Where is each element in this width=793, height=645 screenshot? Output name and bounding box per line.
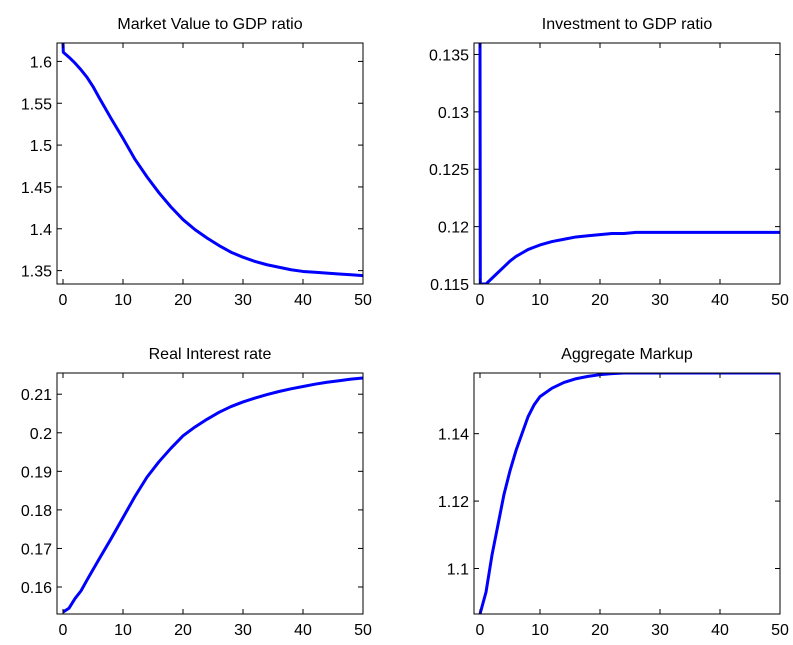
aggregate-markup-y-tick-label: 1.14 <box>438 427 469 444</box>
aggregate-markup-y-tick-label: 1.12 <box>438 494 469 511</box>
investment-gdp-series-line <box>478 43 780 284</box>
real-interest-rate-x-tick-label: 0 <box>59 622 68 639</box>
market-value-gdp-y-tick-label: 1.45 <box>21 180 52 197</box>
market-value-gdp-x-tick-label: 0 <box>59 292 68 309</box>
investment-gdp-title: Investment to GDP ratio <box>542 16 713 33</box>
investment-gdp-x-tick-label: 20 <box>591 292 609 309</box>
market-value-gdp-x-tick-label: 20 <box>174 292 192 309</box>
real-interest-rate-y-tick-label: 0.19 <box>21 464 52 481</box>
market-value-gdp-x-tick-label: 30 <box>234 292 252 309</box>
real-interest-rate-x-tick-label: 30 <box>234 622 252 639</box>
real-interest-rate-x-tick-label: 20 <box>174 622 192 639</box>
chart-panel-real-interest-rate: Real Interest rate 0 10 20 30 40 50 0.16 0.17 0.1… <box>21 346 372 639</box>
aggregate-markup-series-line <box>478 373 780 614</box>
investment-gdp-x-tick-label: 40 <box>711 292 729 309</box>
aggregate-markup-x-tick-label: 20 <box>591 622 609 639</box>
aggregate-markup-title: Aggregate Markup <box>561 346 693 363</box>
aggregate-markup-axes-frame <box>473 372 781 615</box>
real-interest-rate-x-tick-label: 50 <box>354 622 372 639</box>
real-interest-rate-x-tick-label: 40 <box>294 622 312 639</box>
market-value-gdp-title: Market Value to GDP ratio <box>117 16 302 33</box>
real-interest-rate-title: Real Interest rate <box>149 346 272 363</box>
real-interest-rate-y-tick-label: 0.16 <box>21 580 52 597</box>
real-interest-rate-axes-frame <box>56 372 364 615</box>
investment-gdp-y-tick-label: 0.115 <box>430 277 469 294</box>
investment-gdp-y-tick-label: 0.135 <box>429 47 469 64</box>
market-value-gdp-y-tick-label: 1.6 <box>30 54 52 71</box>
aggregate-markup-x-tick-label: 10 <box>531 622 549 639</box>
aggregate-markup-x-tick-label: 50 <box>771 622 789 639</box>
real-interest-rate-x-tick-label: 10 <box>114 622 132 639</box>
investment-gdp-y-tick-label: 0.12 <box>438 220 469 237</box>
aggregate-markup-x-tick-label: 40 <box>711 622 729 639</box>
investment-gdp-y-tick-label: 0.13 <box>438 105 469 122</box>
aggregate-markup-x-tick-label: 30 <box>651 622 669 639</box>
chart-panel-market-value-gdp: Market Value to GDP ratio 0 10 20 30 40 50 1.35… <box>21 16 372 309</box>
aggregate-markup-y-tick-label: 1.1 <box>447 561 469 578</box>
investment-gdp-y-tick-label: 0.125 <box>429 162 469 179</box>
real-interest-rate-y-tick-label: 0.18 <box>21 503 52 520</box>
market-value-gdp-x-tick-label: 10 <box>114 292 132 309</box>
investment-gdp-x-tick-label: 30 <box>651 292 669 309</box>
market-value-gdp-y-tick-label: 1.5 <box>30 138 52 155</box>
market-value-gdp-x-tick-label: 40 <box>294 292 312 309</box>
investment-gdp-x-tick-label: 10 <box>531 292 549 309</box>
market-value-gdp-x-tick-label: 50 <box>354 292 372 309</box>
market-value-gdp-axes-frame <box>56 42 364 285</box>
chart-panel-investment-gdp: Investment to GDP ratio 0 10 20 30 40 50 0.115 0… <box>429 16 789 309</box>
aggregate-markup-x-tick-label: 0 <box>476 622 485 639</box>
investment-gdp-x-tick-label: 50 <box>771 292 789 309</box>
market-value-gdp-y-tick-label: 1.35 <box>21 264 52 281</box>
investment-gdp-axes-frame <box>473 42 781 285</box>
real-interest-rate-y-tick-label: 0.2 <box>30 426 52 443</box>
market-value-gdp-series-line <box>61 43 363 278</box>
investment-gdp-x-tick-label: 0 <box>476 292 485 309</box>
real-interest-rate-y-tick-label: 0.17 <box>21 541 52 558</box>
market-value-gdp-y-tick-label: 1.4 <box>30 222 52 239</box>
market-value-gdp-y-tick-label: 1.55 <box>21 96 52 113</box>
real-interest-rate-y-tick-label: 0.21 <box>21 387 52 404</box>
real-interest-rate-series-line <box>62 376 363 614</box>
chart-panel-aggregate-markup: Aggregate Markup 0 10 20 30 40 50 1.1 1.12 1.14 <box>438 346 789 639</box>
